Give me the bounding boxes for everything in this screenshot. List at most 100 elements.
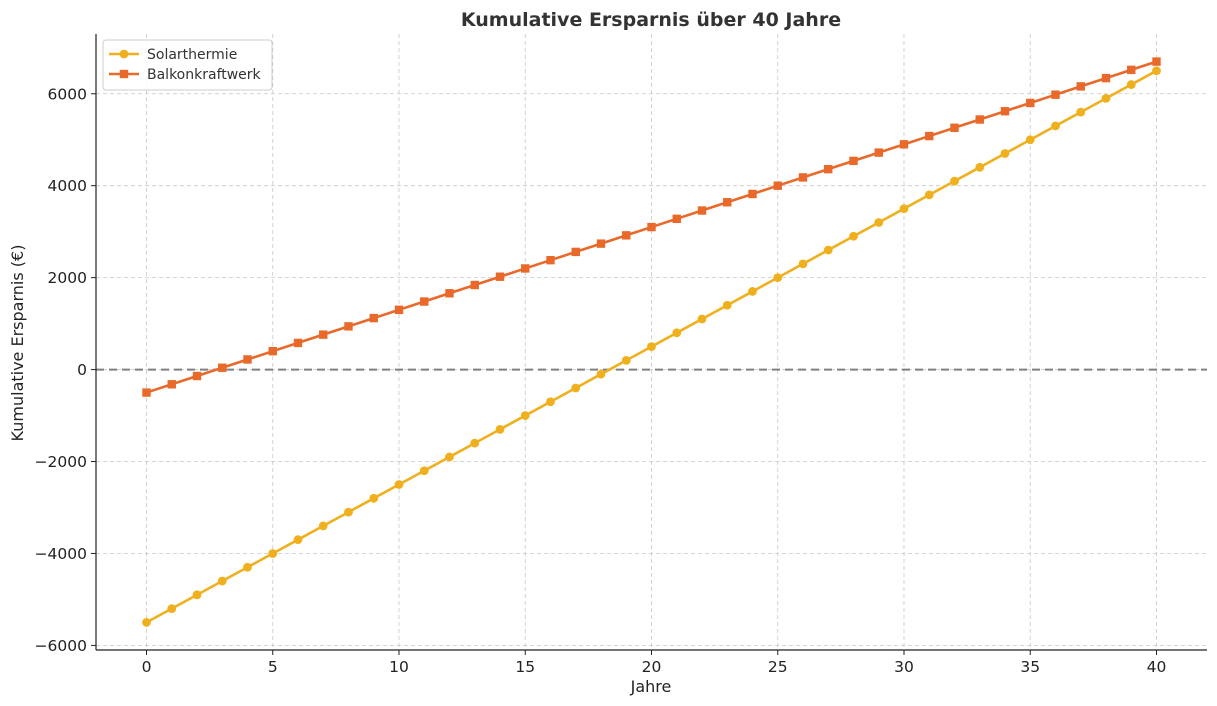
- legend-marker: [119, 49, 129, 59]
- data-point: [596, 239, 606, 248]
- data-point: [899, 204, 909, 214]
- data-point: [672, 214, 681, 223]
- data-point: [748, 287, 757, 296]
- data-point: [849, 231, 858, 241]
- tick-labels: 0 5 10 15 20 25 30 35 40 −6000 −4000 −2000 0 2000 4000…: [35, 85, 1167, 676]
- data-point: [419, 466, 429, 476]
- data-point: [470, 438, 480, 448]
- data-point: [344, 507, 353, 517]
- data-point: [293, 535, 303, 545]
- data-point: [697, 206, 707, 215]
- data-point: [950, 123, 959, 132]
- data-point: [369, 313, 378, 323]
- y-tick-label: 6000: [48, 85, 87, 103]
- data-point: [293, 338, 303, 348]
- data-point: [218, 363, 227, 372]
- legend: Solarthermie Balkonkraftwerk: [102, 39, 273, 91]
- data-point: [925, 131, 934, 141]
- data-point: [748, 189, 757, 199]
- x-tick-label: 35: [1020, 658, 1040, 676]
- data-point: [899, 140, 909, 149]
- data-point: [950, 176, 959, 186]
- data-point: [243, 355, 252, 364]
- data-point: [621, 355, 631, 365]
- data-point: [622, 231, 631, 240]
- data-point: [167, 380, 176, 389]
- data-point: [1126, 80, 1136, 89]
- data-point: [470, 280, 479, 290]
- data-point: [975, 162, 985, 172]
- legend-box: [102, 39, 273, 91]
- x-tick-label: 5: [268, 658, 278, 676]
- y-axis-label: Kumulative Ersparnis (€): [8, 245, 27, 442]
- data-point: [142, 388, 151, 397]
- data-point: [268, 346, 277, 356]
- data-point: [773, 181, 782, 190]
- y-tick-label: 0: [77, 361, 87, 379]
- data-point: [1051, 90, 1060, 99]
- y-tick-label: −6000: [35, 637, 87, 655]
- data-point: [723, 198, 732, 207]
- data-point: [596, 369, 606, 379]
- data-point: [192, 371, 202, 381]
- data-point: [1101, 73, 1111, 83]
- chart-title: Kumulative Ersparnis über 40 Jahre: [461, 9, 841, 31]
- data-point: [445, 289, 454, 298]
- legend-entry-solarthermie: Solarthermie: [109, 47, 237, 63]
- data-point: [344, 322, 353, 331]
- data-point: [823, 245, 833, 255]
- data-point: [142, 618, 151, 627]
- data-point: [672, 328, 682, 338]
- data-point: [924, 190, 934, 200]
- data-point: [546, 397, 555, 407]
- y-tick-label: 4000: [48, 177, 87, 195]
- x-tick-label: 40: [1147, 658, 1167, 676]
- data-point: [1152, 66, 1161, 76]
- data-point: [318, 521, 328, 531]
- y-tick-label: 2000: [48, 269, 87, 287]
- legend-marker: [119, 69, 129, 79]
- data-point: [849, 156, 858, 166]
- data-point: [571, 247, 580, 257]
- data-point: [571, 383, 581, 393]
- data-point: [1076, 107, 1086, 117]
- data-point: [1000, 149, 1010, 158]
- data-point: [647, 222, 656, 232]
- data-point: [521, 264, 530, 273]
- x-tick-label: 10: [389, 658, 409, 676]
- series-layer: [142, 57, 1161, 627]
- data-point: [445, 452, 454, 462]
- legend-label: Balkonkraftwerk: [147, 67, 262, 83]
- data-point: [217, 576, 227, 586]
- data-point: [697, 314, 707, 324]
- data-point: [1051, 121, 1060, 131]
- series-solarthermie: [142, 66, 1161, 627]
- legend-label: Solarthermie: [147, 47, 237, 63]
- data-point: [1152, 57, 1161, 66]
- data-point: [773, 273, 783, 283]
- data-point: [1025, 135, 1035, 145]
- data-point: [369, 493, 379, 503]
- data-point: [1127, 65, 1136, 75]
- data-point: [874, 218, 884, 227]
- data-point: [1101, 93, 1111, 103]
- data-point: [243, 562, 252, 572]
- data-point: [319, 330, 328, 339]
- data-point: [1076, 82, 1085, 91]
- x-tick-label: 30: [894, 658, 914, 676]
- data-point: [798, 173, 808, 182]
- data-point: [192, 590, 202, 600]
- data-point: [520, 411, 530, 420]
- data-point: [495, 272, 505, 281]
- y-tick-label: −2000: [35, 453, 87, 471]
- data-point: [1026, 98, 1035, 108]
- x-tick-label: 0: [142, 658, 152, 676]
- data-point: [495, 424, 505, 434]
- data-point: [420, 297, 429, 306]
- x-axis-label: Jahre: [630, 677, 672, 696]
- legend-entry-balkonkraftwerk: Balkonkraftwerk: [109, 67, 262, 83]
- data-point: [546, 255, 555, 265]
- data-point: [394, 305, 404, 315]
